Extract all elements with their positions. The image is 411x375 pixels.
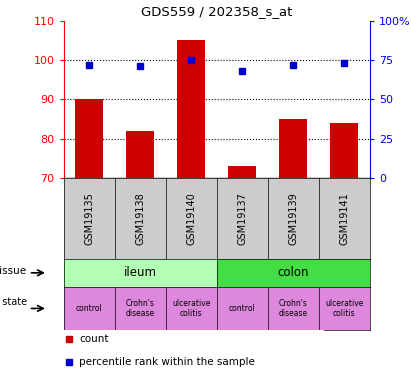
Text: GSM19140: GSM19140 bbox=[186, 192, 196, 245]
Text: Crohn's
disease: Crohn's disease bbox=[126, 299, 155, 318]
Text: GSM19141: GSM19141 bbox=[339, 192, 349, 245]
Text: disease state: disease state bbox=[0, 297, 27, 307]
Text: control: control bbox=[229, 304, 256, 313]
Title: GDS559 / 202358_s_at: GDS559 / 202358_s_at bbox=[141, 5, 293, 18]
Text: GSM19139: GSM19139 bbox=[289, 192, 298, 245]
Text: count: count bbox=[79, 334, 109, 345]
Text: ileum: ileum bbox=[124, 266, 157, 279]
Text: GSM19135: GSM19135 bbox=[84, 192, 94, 245]
Text: tissue: tissue bbox=[0, 266, 27, 276]
Text: ulcerative
colitis: ulcerative colitis bbox=[325, 299, 364, 318]
Text: GSM19137: GSM19137 bbox=[237, 192, 247, 245]
Bar bbox=[330, 123, 358, 178]
Text: Crohn's
disease: Crohn's disease bbox=[279, 299, 308, 318]
Text: GSM19138: GSM19138 bbox=[135, 192, 145, 245]
Bar bbox=[126, 131, 154, 178]
Text: ulcerative
colitis: ulcerative colitis bbox=[172, 299, 210, 318]
Text: colon: colon bbox=[277, 266, 309, 279]
Bar bbox=[279, 119, 307, 178]
Bar bbox=[75, 99, 103, 178]
Text: percentile rank within the sample: percentile rank within the sample bbox=[79, 357, 255, 368]
Bar bbox=[228, 166, 256, 178]
Text: control: control bbox=[76, 304, 103, 313]
Bar bbox=[177, 40, 206, 178]
